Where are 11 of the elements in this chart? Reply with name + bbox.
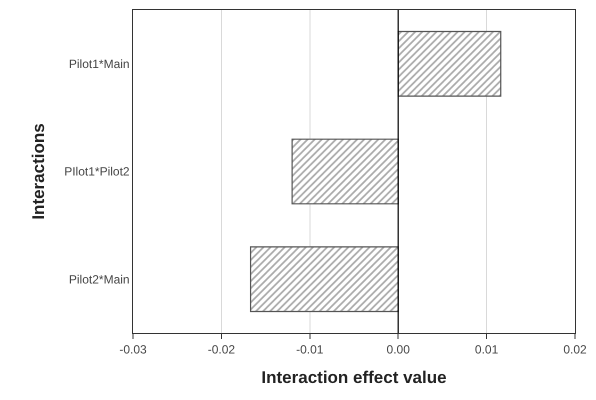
y-tick-label: Pilot1*Main: [68, 57, 130, 72]
x-tick-label: 0.00: [386, 342, 410, 356]
x-tick-label: -0.02: [208, 342, 236, 356]
y-tick-label: PIlot1*Pilot2: [64, 164, 130, 179]
x-tick-label: 0.01: [474, 342, 499, 356]
y-tick-label: Pilot2*Main: [68, 272, 130, 286]
x-tick-label: -0.03: [119, 342, 147, 356]
x-axis-title: Interaction effect value: [261, 368, 447, 387]
y-axis-title: Interactions: [28, 123, 48, 220]
x-tick-label: 0.02: [563, 342, 587, 356]
x-tick-label: -0.01: [296, 342, 324, 356]
